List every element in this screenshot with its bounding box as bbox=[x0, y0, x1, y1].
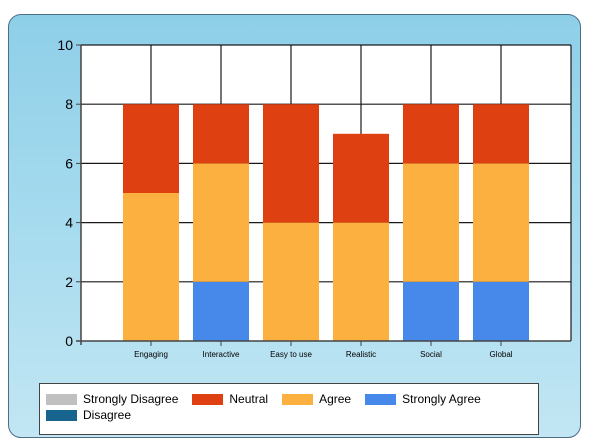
bar-realistic-neutral bbox=[333, 133, 389, 223]
bar-interactive-strongly-agree bbox=[193, 281, 249, 341]
chart-panel: 0 2 4 6 8 10 Engaging Interactive Easy to use Rea… bbox=[8, 14, 581, 438]
y-tick-label-10: 10 bbox=[57, 37, 73, 53]
bar-global-strongly-agree bbox=[473, 281, 529, 341]
legend-item-disagree: Disagree bbox=[46, 408, 131, 422]
x-tick-label-global: Global bbox=[489, 350, 512, 359]
legend-item-strongly-disagree: Strongly Disagree bbox=[46, 392, 178, 406]
y-tick-label-0: 0 bbox=[65, 333, 73, 349]
legend-row-2: Disagree bbox=[46, 407, 538, 423]
bar-social-strongly-agree bbox=[403, 281, 459, 341]
x-tick-label-engaging: Engaging bbox=[134, 350, 168, 359]
bar-engaging-neutral bbox=[123, 104, 179, 193]
bar-easy-to-use-agree bbox=[263, 222, 319, 341]
y-tick-label-6: 6 bbox=[65, 155, 73, 171]
legend-label-strongly-disagree: Strongly Disagree bbox=[83, 392, 179, 406]
legend-swatch-strongly-agree bbox=[365, 393, 397, 405]
bar-social-agree bbox=[403, 163, 459, 282]
y-tick-label-2: 2 bbox=[65, 274, 73, 290]
legend-swatch-agree bbox=[282, 393, 314, 405]
legend-swatch-neutral bbox=[192, 393, 224, 405]
legend-item-strongly-agree: Strongly Agree bbox=[365, 392, 481, 406]
legend-row-1: Strongly Disagree Neutral Agree Strongly… bbox=[46, 391, 538, 407]
bar-interactive-agree bbox=[193, 163, 249, 282]
bar-interactive-neutral bbox=[193, 104, 249, 164]
bar-global-neutral bbox=[473, 104, 529, 164]
legend-label-disagree: Disagree bbox=[83, 408, 132, 422]
x-tick-label-realistic: Realistic bbox=[346, 350, 376, 359]
legend-swatch-disagree bbox=[46, 409, 77, 421]
legend-swatch-strongly-disagree bbox=[46, 393, 77, 405]
y-tick-label-4: 4 bbox=[65, 215, 73, 231]
legend: Strongly Disagree Neutral Agree Strongly… bbox=[39, 383, 539, 435]
x-tick-label-easy-to-use: Easy to use bbox=[270, 350, 312, 359]
legend-item-neutral: Neutral bbox=[192, 392, 268, 406]
bar-global-agree bbox=[473, 163, 529, 282]
bar-engaging-agree bbox=[123, 193, 179, 341]
legend-label-agree: Agree bbox=[319, 392, 352, 406]
y-tick-label-8: 8 bbox=[65, 96, 73, 112]
bar-easy-to-use-neutral bbox=[263, 104, 319, 223]
bar-realistic-agree bbox=[333, 222, 389, 341]
x-tick-label-interactive: Interactive bbox=[203, 350, 240, 359]
bar-social-neutral bbox=[403, 104, 459, 164]
x-tick-label-social: Social bbox=[420, 350, 442, 359]
stacked-bar-chart: 0 2 4 6 8 10 Engaging Interactive Easy to use Rea… bbox=[57, 37, 572, 359]
legend-item-agree: Agree bbox=[282, 392, 351, 406]
legend-label-neutral: Neutral bbox=[229, 392, 269, 406]
legend-label-strongly-agree: Strongly Agree bbox=[402, 392, 481, 406]
